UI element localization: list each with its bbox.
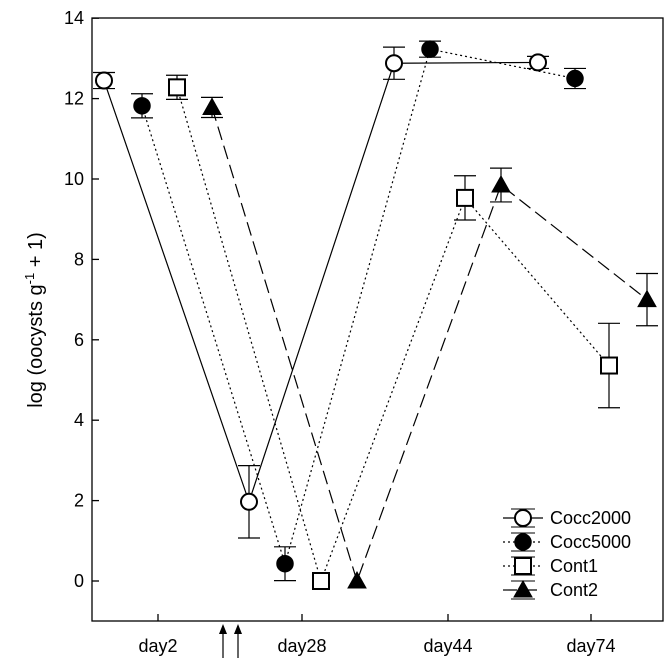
- legend-marker-Cocc5000: [514, 533, 532, 551]
- point-Cont2-day28: [347, 570, 367, 589]
- series-line-Cocc2000: [103, 61, 539, 504]
- legend-marker-Cont1: [514, 557, 532, 575]
- point-Cont1-day28: [312, 572, 330, 590]
- y-axis-title-superscript: -1: [22, 273, 37, 285]
- y-tick-label-0: 0: [74, 571, 84, 591]
- point-Cocc2000-day2: [95, 71, 113, 90]
- point-Cont2-day2: [202, 97, 222, 115]
- y-tick-label-4: 4: [74, 410, 84, 430]
- legend-marker-Cocc2000: [514, 509, 532, 527]
- x-tick-label-day74: day74: [566, 636, 615, 656]
- y-axis-title-main: log (oocysts g: [25, 284, 47, 407]
- y-axis-title: log (oocysts g-1 + 1): [22, 232, 47, 408]
- point-Cont2-day74: [637, 289, 657, 308]
- y-tick-label-6: 6: [74, 330, 84, 350]
- point-Cont1-day2: [168, 78, 186, 97]
- point-Cocc2000-day74: [529, 53, 547, 72]
- arrow-head-2: [234, 624, 242, 634]
- point-Cocc5000-day28: [276, 554, 294, 573]
- series-lines: [103, 48, 648, 583]
- plot-frame: [91, 17, 664, 622]
- y-tick-label-2: 2: [74, 491, 84, 511]
- point-Cocc2000-day28: [240, 492, 258, 511]
- arrow-head-1: [219, 624, 227, 634]
- point-Cont1-day44: [456, 188, 474, 207]
- series-line-Cont2: [211, 107, 648, 583]
- legend: Cocc2000 Cocc5000 Cont1 Cont2: [503, 508, 631, 600]
- x-tick-label-day28: day28: [277, 636, 326, 656]
- series-markers: [95, 40, 657, 590]
- point-Cocc5000-day2: [133, 97, 151, 115]
- point-Cocc2000-day44: [385, 54, 403, 73]
- error-bars: [93, 40, 658, 582]
- point-Cont2-day44: [491, 175, 511, 193]
- x-tick-label-day2: day2: [138, 636, 177, 656]
- legend-label-Cont2: Cont2: [550, 580, 598, 600]
- legend-label-Cocc5000: Cocc5000: [550, 532, 631, 552]
- point-Cont1-day74: [600, 356, 618, 375]
- legend-marker-Cont2: [513, 579, 533, 598]
- y-axis: 0 2 4 6 8 10 12 14: [64, 8, 99, 591]
- legend-label-Cocc2000: Cocc2000: [550, 508, 631, 528]
- y-axis-title-suffix: + 1): [25, 232, 47, 273]
- legend-label-Cont1: Cont1: [550, 556, 598, 576]
- x-tick-label-day44: day44: [423, 636, 472, 656]
- y-tick-label-8: 8: [74, 249, 84, 269]
- y-tick-label-12: 12: [64, 89, 84, 109]
- y-tick-label-14: 14: [64, 8, 84, 28]
- x-axis: day2 day28 day44 day74: [138, 614, 616, 656]
- point-Cocc5000-day44: [421, 40, 439, 58]
- inoculation-arrows: [219, 624, 242, 658]
- series-line-Cocc5000: [141, 48, 576, 566]
- y-tick-label-10: 10: [64, 169, 84, 189]
- point-Cocc5000-day74: [566, 69, 584, 88]
